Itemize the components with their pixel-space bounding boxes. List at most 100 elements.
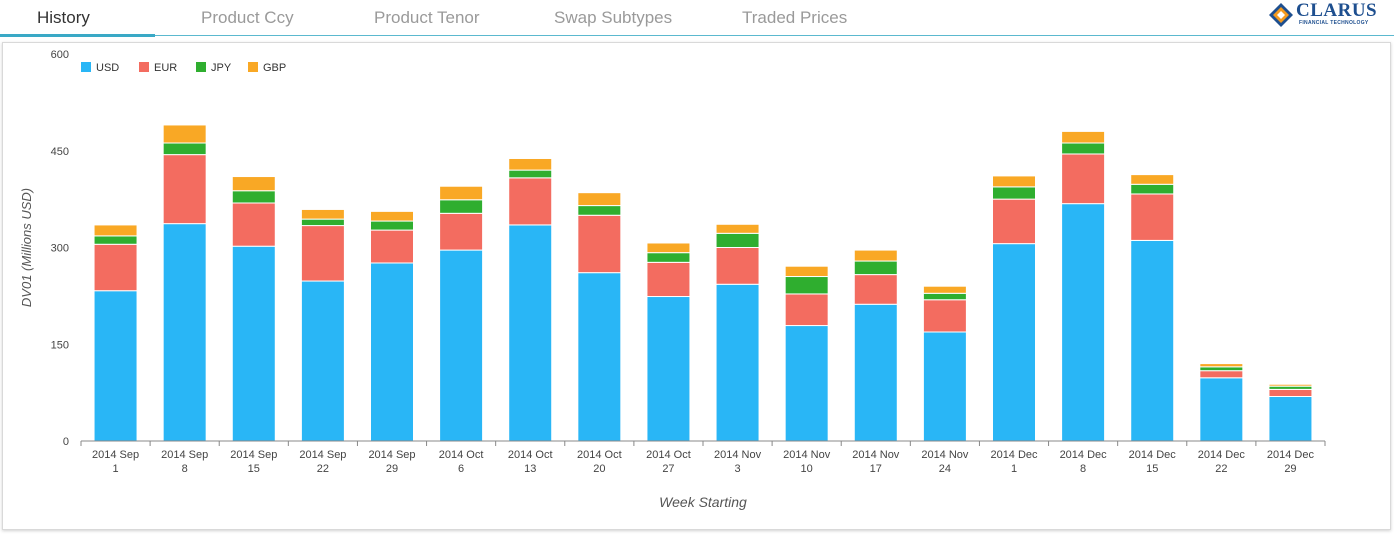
y-tick-label: 600 xyxy=(51,49,69,61)
bar-segment-jpy xyxy=(162,142,207,156)
bar-segment-usd xyxy=(853,303,898,442)
x-tick-label-day: 22 xyxy=(317,463,329,475)
bar-segment-jpy xyxy=(646,252,691,263)
bar-segment-gbp xyxy=(508,157,553,171)
legend-label-usd: USD xyxy=(96,62,119,74)
x-tick-label-day: 6 xyxy=(458,463,464,475)
bar-segment-gbp xyxy=(162,124,207,144)
bar-segment-usd xyxy=(1061,203,1106,442)
x-tick-label-day: 15 xyxy=(1146,463,1158,475)
x-tick-label-day: 1 xyxy=(1011,463,1017,475)
tab-swap-subtypes[interactable]: Swap Subtypes xyxy=(554,8,673,27)
bar-segment-eur xyxy=(1130,193,1175,241)
bar-segment-eur xyxy=(508,177,553,226)
bar-segment-gbp xyxy=(1061,130,1106,144)
bar-segment-usd xyxy=(646,296,691,442)
bar-segment-eur xyxy=(577,214,622,274)
x-tick-label: 2014 Sep xyxy=(230,449,277,461)
tab-product-tenor[interactable]: Product Tenor xyxy=(374,8,480,27)
bar-segment-usd xyxy=(577,272,622,442)
tab-product-ccy[interactable]: Product Ccy xyxy=(201,8,294,27)
clarus-logo: CLARUS FINANCIAL TECHNOLOGY xyxy=(1268,0,1388,30)
bar-segment-eur xyxy=(1061,153,1106,205)
x-tick-label-day: 17 xyxy=(870,463,882,475)
legend-swatch-gbp xyxy=(248,62,258,72)
bar-segment-usd xyxy=(370,262,414,442)
bar-segment-jpy xyxy=(93,235,138,245)
y-tick-label: 300 xyxy=(51,243,69,255)
bar-segment-gbp xyxy=(300,208,345,220)
logo-tagline: FINANCIAL TECHNOLOGY xyxy=(1299,20,1369,26)
bar-segment-usd xyxy=(992,243,1036,442)
x-tick-label: 2014 Nov xyxy=(852,449,900,461)
bar-segment-usd xyxy=(439,249,484,442)
bar-segment-jpy xyxy=(300,218,345,227)
x-tick-label-day: 1 xyxy=(112,463,118,475)
x-tick-label-day: 22 xyxy=(1215,463,1227,475)
legend-swatch-jpy xyxy=(196,62,206,72)
bar-segment-jpy xyxy=(577,205,622,216)
bar-segment-jpy xyxy=(992,186,1036,200)
x-tick-label-day: 15 xyxy=(248,463,260,475)
active-tab-indicator xyxy=(0,34,155,37)
bar-segment-jpy xyxy=(1130,183,1175,195)
tab-history[interactable]: History xyxy=(37,8,90,27)
bar-segment-gbp xyxy=(1268,383,1313,387)
bar-segment-gbp xyxy=(992,175,1036,188)
bar-segment-eur xyxy=(370,229,414,264)
bar-segment-usd xyxy=(784,325,829,442)
bar-segment-eur xyxy=(784,293,829,327)
bar-segment-eur xyxy=(300,225,345,282)
legend-label-gbp: GBP xyxy=(263,62,286,74)
bar-segment-eur xyxy=(1199,370,1244,379)
top-navigation: History Product Ccy Product Tenor Swap S… xyxy=(0,0,1394,38)
legend-label-jpy: JPY xyxy=(211,62,232,74)
x-tick-label: 2014 Sep xyxy=(368,449,415,461)
x-tick-label: 2014 Nov xyxy=(783,449,831,461)
legend-label-eur: EUR xyxy=(154,62,177,74)
bar-segment-eur xyxy=(853,274,898,305)
x-tick-label: 2014 Sep xyxy=(161,449,208,461)
bar-segment-jpy xyxy=(922,292,967,301)
y-tick-label: 450 xyxy=(51,146,69,158)
x-tick-label: 2014 Dec xyxy=(1060,449,1108,461)
x-tick-label-day: 27 xyxy=(662,463,674,475)
bar-segment-jpy xyxy=(508,169,553,179)
bar-segment-usd xyxy=(1268,395,1313,442)
x-tick-label: 2014 Dec xyxy=(1129,449,1177,461)
bar-segment-eur xyxy=(646,261,691,298)
bar-segment-eur xyxy=(1268,388,1313,397)
bar-segment-eur xyxy=(992,198,1036,245)
bar-segment-jpy xyxy=(784,276,829,295)
bar-segment-usd xyxy=(715,283,760,442)
bar-segment-gbp xyxy=(1130,174,1175,185)
logo-name: CLARUS xyxy=(1296,0,1378,21)
x-tick-label-day: 24 xyxy=(939,463,951,475)
stacked-bar-chart: 0 150 300 450 600 DV01 (Millions USD) 2014 Sep… xyxy=(19,49,1326,510)
bar-segment-jpy xyxy=(715,232,760,248)
bar-segment-eur xyxy=(93,243,138,292)
x-tick-label: 2014 Dec xyxy=(1198,449,1246,461)
bar-segment-usd xyxy=(1199,377,1244,442)
bar-segment-usd xyxy=(300,280,345,442)
bar-segment-gbp xyxy=(853,249,898,262)
bar-segment-gbp xyxy=(1199,363,1244,368)
x-tick-label-day: 8 xyxy=(1080,463,1086,475)
x-tick-label: 2014 Oct xyxy=(439,449,484,461)
bar-segment-usd xyxy=(93,290,138,442)
x-tick-label: 2014 Oct xyxy=(646,449,691,461)
bar-segment-usd xyxy=(922,331,967,442)
x-tick-label-day: 20 xyxy=(593,463,605,475)
bar-segment-gbp xyxy=(439,185,484,201)
bar-segment-eur xyxy=(715,247,760,285)
x-tick-label-day: 10 xyxy=(801,463,813,475)
bar-segment-gbp xyxy=(577,192,622,207)
x-tick-label: 2014 Sep xyxy=(299,449,346,461)
bar-segment-gbp xyxy=(784,265,829,278)
bar-segment-gbp xyxy=(93,224,138,237)
bar-segment-gbp xyxy=(231,176,276,192)
tab-traded-prices[interactable]: Traded Prices xyxy=(742,8,848,27)
bar-segment-usd xyxy=(1130,239,1175,442)
x-tick-label-day: 8 xyxy=(182,463,188,475)
bar-segment-jpy xyxy=(1199,366,1244,372)
